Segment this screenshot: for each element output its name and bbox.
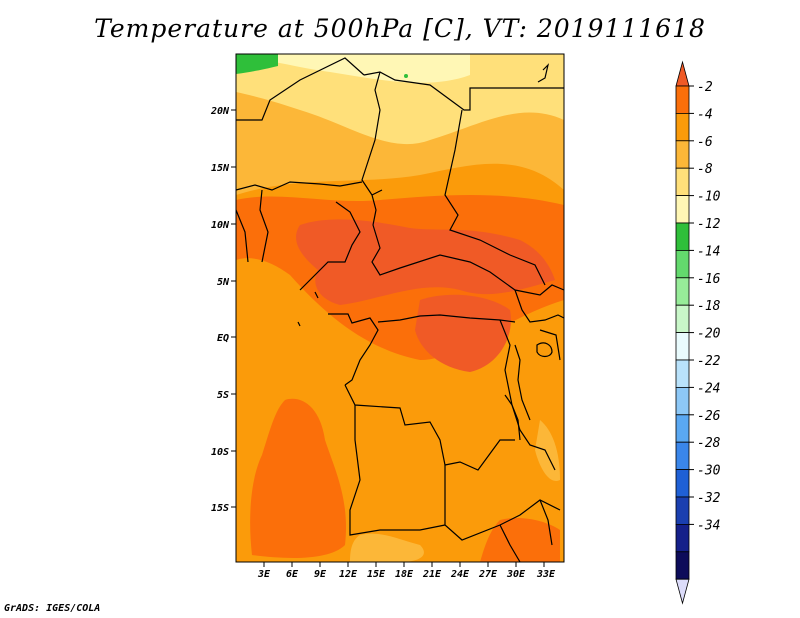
lat-label: 15S: [211, 503, 229, 514]
lon-label: 18E: [395, 569, 414, 580]
colorbar-label: -26: [697, 409, 721, 424]
lat-label: EQ: [217, 333, 229, 344]
lat-label: 10N: [211, 220, 230, 231]
colorbar-label: -32: [697, 491, 721, 506]
lon-label: 21E: [422, 569, 442, 580]
colorbar-swatch: [675, 304, 690, 334]
lon-label: 3E: [257, 569, 271, 580]
plot-frame: [235, 53, 565, 563]
colorbar-swatch: [675, 222, 690, 251]
colorbar-swatch: [675, 277, 690, 306]
lon-label: 15E: [367, 569, 386, 580]
colorbar-swatch: [675, 113, 690, 142]
colorbar-swatch: [675, 469, 690, 498]
lat-label: 20N: [210, 106, 230, 117]
country-borders: [235, 57, 565, 563]
colorbar-label: -10: [697, 190, 721, 205]
colorbar-label: -2: [697, 80, 713, 95]
colorbar-label: -8: [697, 162, 713, 177]
latitude-axis: 20N 15N 10N 5N EQ 5S 10S 15S: [210, 106, 236, 514]
colorbar-label: -22: [697, 354, 721, 369]
colorbar-swatch: [675, 414, 690, 443]
lon-label: 6E: [286, 569, 299, 580]
colorbar-swatch: [675, 441, 690, 471]
colorbar-swatch: [675, 496, 690, 525]
map-title: Temperature at 500hPa [C], VT: 201911161…: [94, 14, 706, 43]
colorbar-label: -6: [697, 135, 713, 150]
lon-label: 27E: [478, 569, 498, 580]
footer-credit: GrADS: IGES/COLA: [4, 603, 101, 614]
colorbar-swatch: [675, 167, 690, 196]
colorbar-swatch: [675, 359, 690, 388]
colorbar-label: -18: [697, 299, 721, 314]
lat-label: 5S: [217, 390, 229, 401]
colorbar-swatch: [675, 85, 690, 114]
lon-label: 12E: [339, 569, 358, 580]
lon-label: 9E: [314, 569, 327, 580]
colorbar-arrow-bottom: [675, 578, 690, 605]
colorbar-label: -14: [697, 244, 720, 259]
colorbar-swatch: [675, 332, 690, 361]
colorbar-swatch: [675, 551, 690, 580]
colorbar-swatch: [675, 140, 690, 169]
longitude-axis: 3E 6E 9E 12E 15E 18E 21E 24E 27E 30E 33E: [257, 562, 556, 580]
colorbar-label: -28: [697, 436, 721, 451]
temperature-field: [236, 54, 564, 562]
lon-label: 30E: [506, 569, 526, 580]
lon-label: 33E: [536, 569, 556, 580]
colorbar-label: -4: [697, 107, 713, 122]
colorbar-label: -24: [697, 381, 720, 396]
colorbar-label: -20: [697, 327, 721, 342]
colorbar-swatch: [675, 195, 690, 224]
colorbar-label: -30: [697, 464, 721, 479]
colorbar-arrow-top: [675, 60, 690, 87]
lat-label: 10S: [211, 447, 229, 458]
colorbar-label: -34: [697, 518, 720, 533]
colorbar: -2 -4 -6 -8 -10 -12 -14 -16 -18 -20 -22 -24 -26 -28 -3…: [675, 60, 721, 605]
colorbar-swatch: [675, 386, 690, 416]
lat-label: 5N: [217, 277, 230, 288]
colorbar-label: -16: [697, 272, 721, 287]
lon-label: 24E: [450, 569, 470, 580]
colorbar-swatch: [675, 249, 690, 279]
colorbar-swatch: [675, 524, 690, 553]
colorbar-label: -12: [697, 217, 721, 232]
lat-label: 15N: [211, 163, 230, 174]
